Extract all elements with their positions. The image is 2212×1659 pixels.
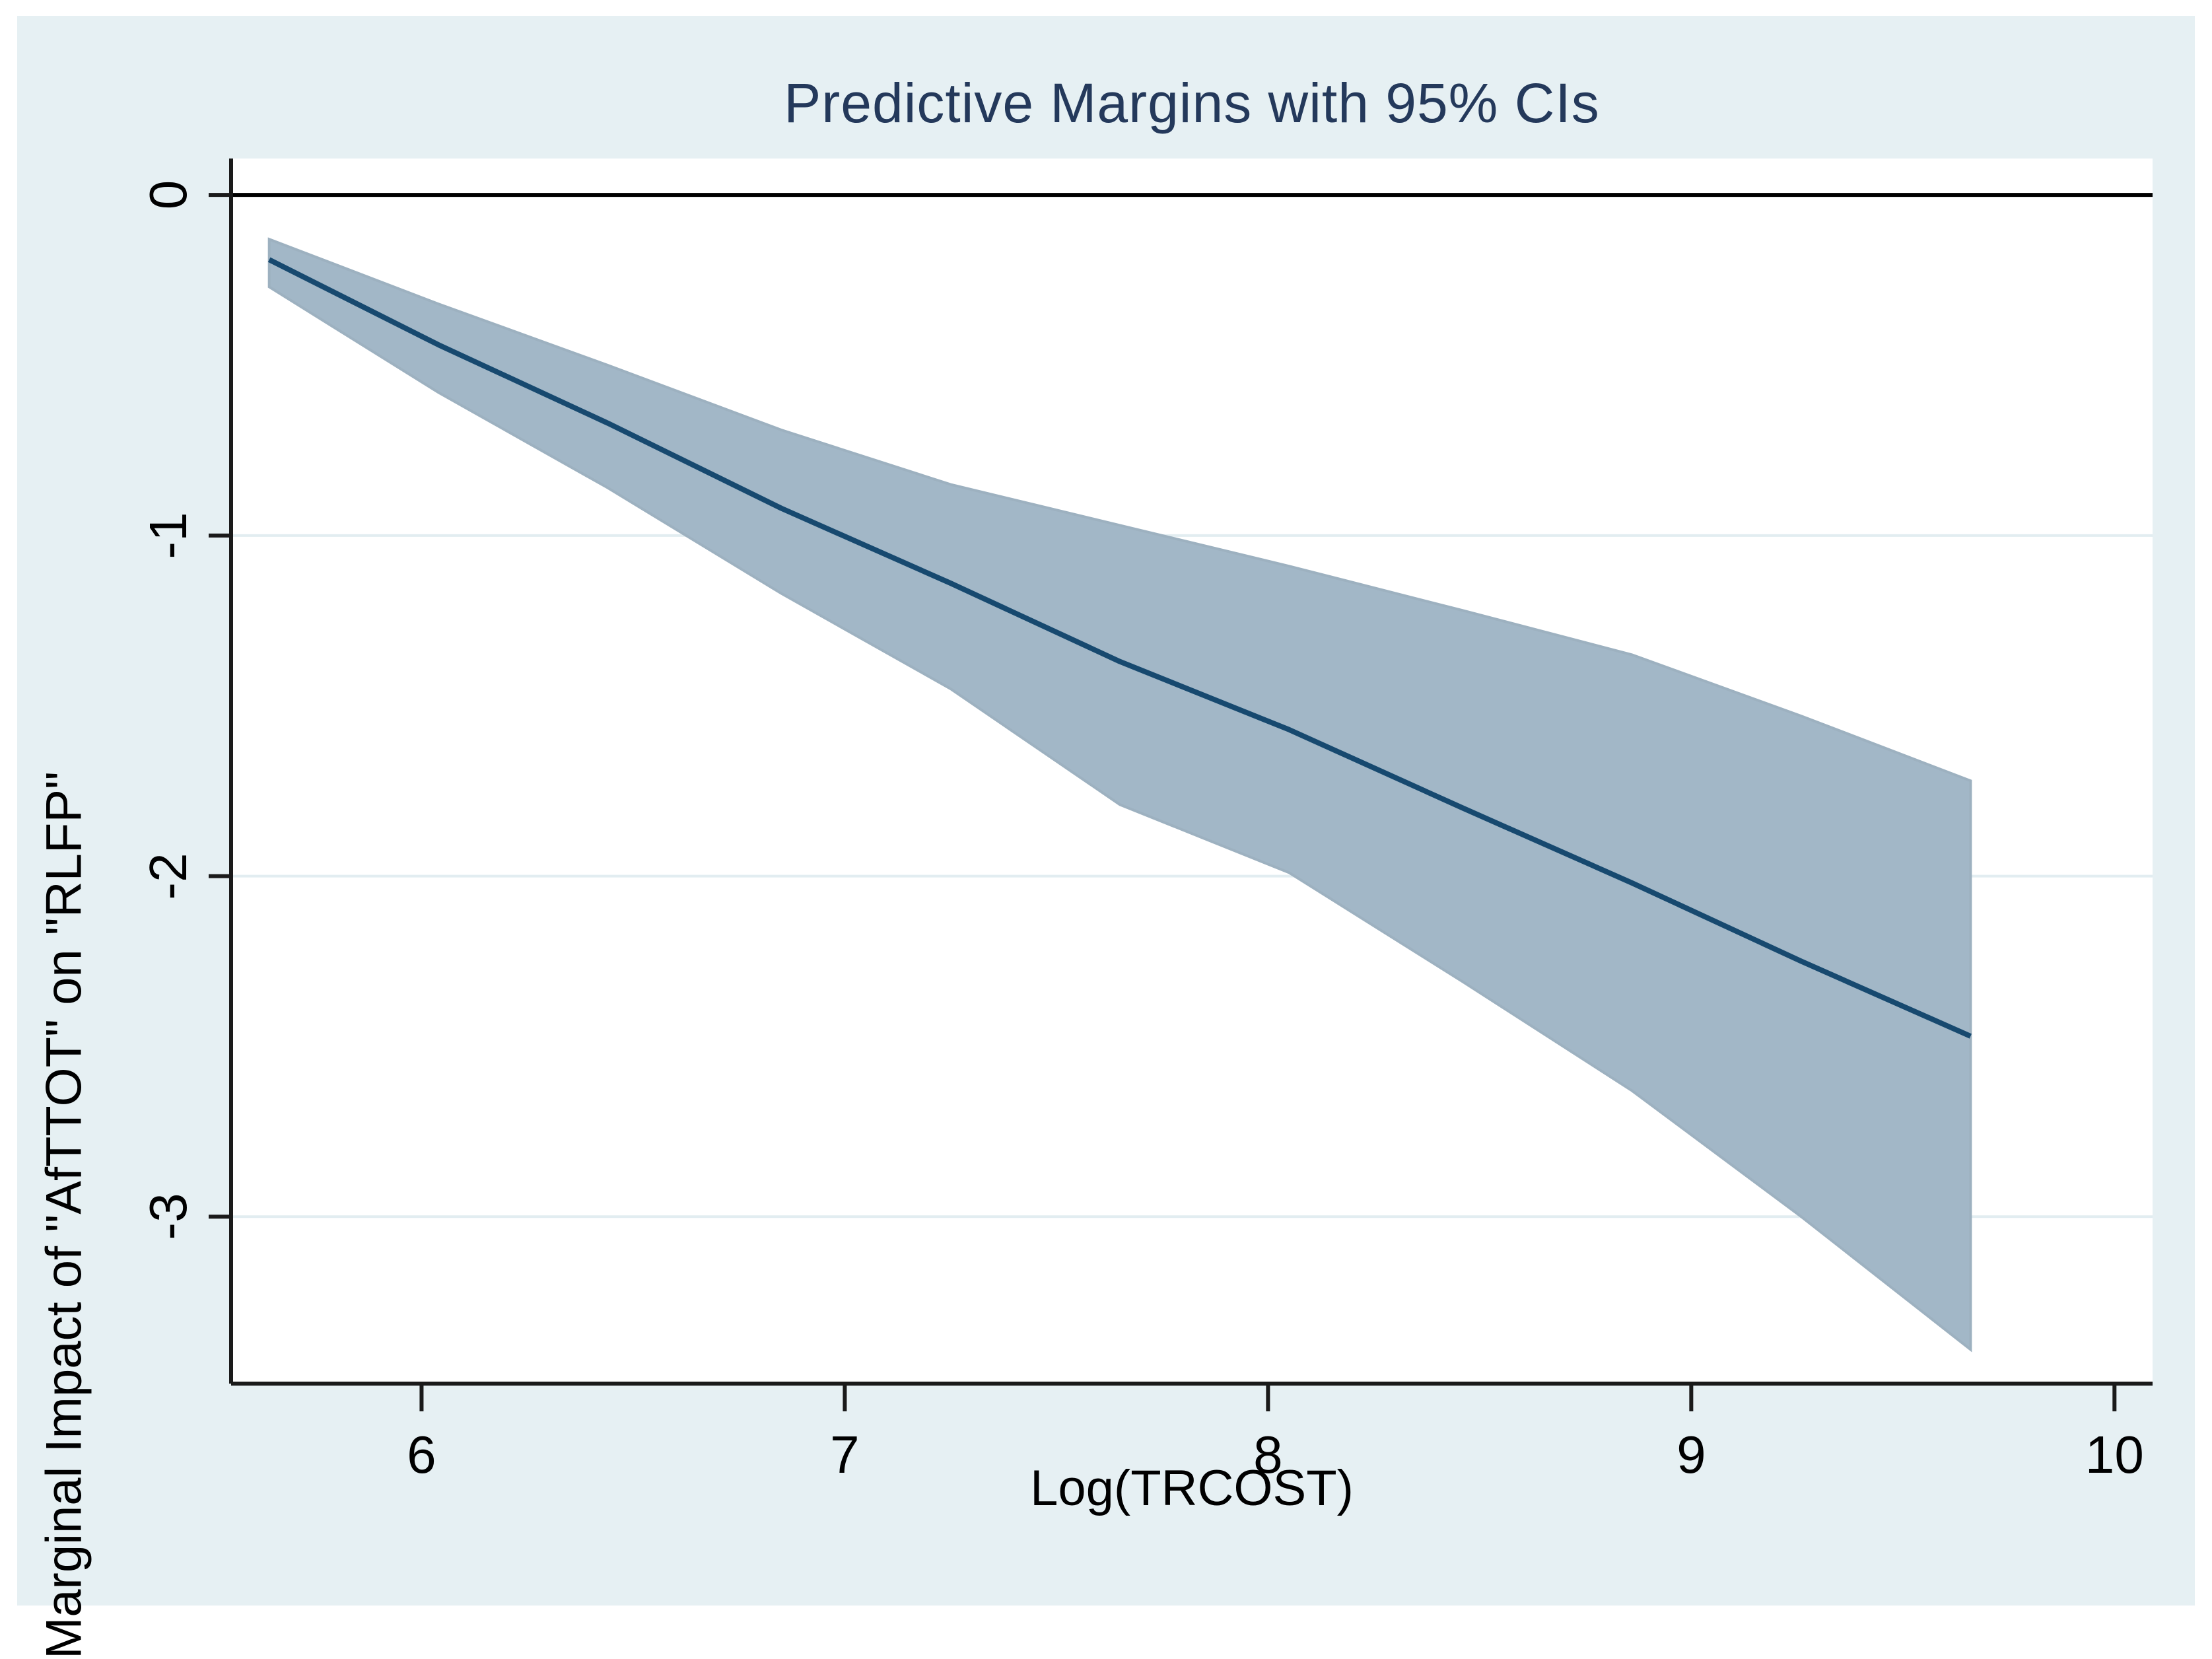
- y-axis-title-text: Marginal Impact of "AfTTOT" on "RLFP": [36, 771, 92, 1659]
- confidence-band: [267, 237, 1972, 1353]
- x-tick-label-7: 7: [830, 1425, 860, 1484]
- stata-graph-window: { "figure": { "title": "Predictive Margi…: [17, 16, 2195, 1659]
- y-tick-label--2: -2: [139, 853, 197, 900]
- x-axis-title: Log(TRCOST): [1030, 1460, 1354, 1516]
- margin-line: [267, 257, 1972, 1039]
- y-tick-label--3: -3: [139, 1193, 197, 1240]
- margins-plot: [209, 159, 2153, 1411]
- x-tick-label-10: 10: [2085, 1425, 2144, 1484]
- y-tick-label-0: 0: [139, 180, 197, 210]
- x-tick-label-9: 9: [1676, 1425, 1706, 1484]
- y-tick-label--1: -1: [139, 512, 197, 559]
- x-tick-label-6: 6: [407, 1425, 436, 1484]
- chart-title: Predictive Margins with 95% CIs: [784, 72, 1600, 134]
- x-tick-label-8: 8: [1253, 1425, 1283, 1484]
